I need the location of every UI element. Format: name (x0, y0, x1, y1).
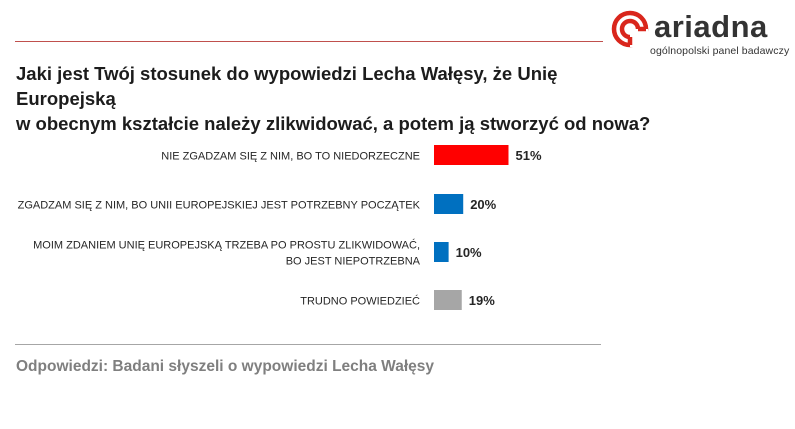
value-label-3: 10% (456, 245, 482, 260)
footnote: Odpowiedzi: Badani słyszeli o wypowiedzi… (16, 358, 435, 375)
category-label-4: TRUDNO POWIEDZIEĆ (300, 295, 420, 308)
category-label-3-line-1: MOIM ZDANIEM UNIĘ EUROPEJSKĄ TRZEBA PO P… (33, 239, 420, 252)
category-label-2: ZGADZAM SIĘ Z NIM, BO UNII EUROPEJSKIEJ … (18, 200, 421, 212)
category-label-3-line-2: BO JEST NIEPOTRZEBNA (286, 256, 421, 268)
ariadna-logo-icon (611, 10, 649, 48)
question-line-2: w obecnym kształcie należy zlikwidować, … (16, 113, 651, 134)
category-label-1: NIE ZGADZAM SIĘ Z NIM, BO TO NIEDORZECZN… (161, 151, 420, 163)
bar-1 (434, 145, 509, 165)
header-divider (15, 41, 603, 42)
value-label-1: 51% (516, 148, 542, 163)
question-line-1: Jaki jest Twój stosunek do wypowiedzi Le… (16, 63, 558, 109)
ariadna-logo: ariadna ogólnopolski panel badawczy (610, 10, 790, 58)
chart-question-title: Jaki jest Twój stosunek do wypowiedzi Le… (16, 61, 656, 136)
logo-wordmark: ariadna (654, 9, 768, 44)
value-label-4: 19% (469, 293, 495, 308)
bar-3 (434, 242, 449, 262)
footer-divider (15, 344, 601, 345)
logo-tagline: ogólnopolski panel badawczy (650, 45, 790, 57)
bar-2 (434, 194, 464, 214)
value-label-2: 20% (470, 197, 496, 212)
bar-4 (434, 290, 462, 310)
